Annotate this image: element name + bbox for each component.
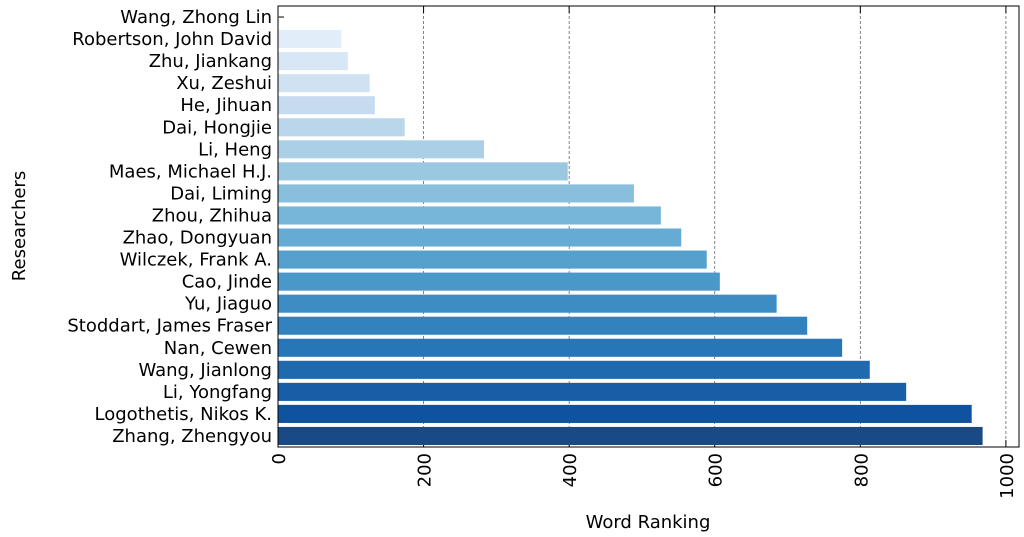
y-tick-label: Wang, Zhong Lin xyxy=(120,7,272,28)
bar xyxy=(278,360,870,379)
y-tick-label: Zhu, Jiankang xyxy=(149,51,272,72)
y-tick-label: Zhao, Dongyuan xyxy=(123,228,272,249)
y-tick-label: Robertson, John David xyxy=(72,29,272,50)
bar xyxy=(278,316,808,335)
y-tick-label: He, Jihuan xyxy=(180,95,272,116)
bar xyxy=(278,118,405,137)
bar xyxy=(278,294,777,313)
bar xyxy=(278,184,634,203)
y-tick-label: Maes, Michael H.J. xyxy=(109,161,272,182)
bar xyxy=(278,140,484,159)
y-tick-label: Stoddart, James Fraser xyxy=(67,316,272,337)
y-axis-label: Researchers xyxy=(9,171,30,281)
x-tick-label: 0 xyxy=(269,453,290,464)
bar xyxy=(278,426,983,446)
y-tick-label: Dai, Hongjie xyxy=(162,117,272,138)
bar xyxy=(278,338,843,357)
y-tick-label: Logothetis, Nikos K. xyxy=(95,404,272,425)
y-tick-label: Li, Heng xyxy=(198,139,272,160)
bar xyxy=(278,96,375,115)
bar xyxy=(278,272,720,291)
bar xyxy=(278,162,568,181)
x-axis-label: Word Ranking xyxy=(586,512,711,533)
x-tick-label: 600 xyxy=(706,453,727,487)
y-tick-label: Wang, Jianlong xyxy=(138,360,272,381)
y-tick-label: Xu, Zeshui xyxy=(176,73,272,94)
bar xyxy=(278,382,907,401)
bar xyxy=(278,404,972,423)
x-tick-label: 400 xyxy=(560,453,581,487)
bar xyxy=(278,74,370,93)
y-tick-label: Dai, Liming xyxy=(170,183,272,204)
bar xyxy=(278,52,348,71)
y-tick-label: Wilczek, Frank A. xyxy=(120,250,272,271)
y-tick-label: Zhang, Zhengyou xyxy=(112,426,272,447)
y-tick-label: Nan, Cewen xyxy=(164,338,272,359)
y-tick-label: Li, Yongfang xyxy=(163,382,272,403)
y-tick-label: Yu, Jiaguo xyxy=(184,294,272,315)
x-tick-label: 200 xyxy=(415,453,436,487)
bar xyxy=(278,228,682,247)
x-tick-label: 1000 xyxy=(997,453,1018,499)
x-tick-label: 800 xyxy=(851,453,872,487)
y-tick-label: Zhou, Zhihua xyxy=(152,205,272,226)
bar xyxy=(278,206,661,225)
plot-frame xyxy=(277,5,1020,448)
bar xyxy=(278,250,707,269)
bar xyxy=(278,30,342,49)
y-tick-label: Cao, Jinde xyxy=(182,272,272,293)
